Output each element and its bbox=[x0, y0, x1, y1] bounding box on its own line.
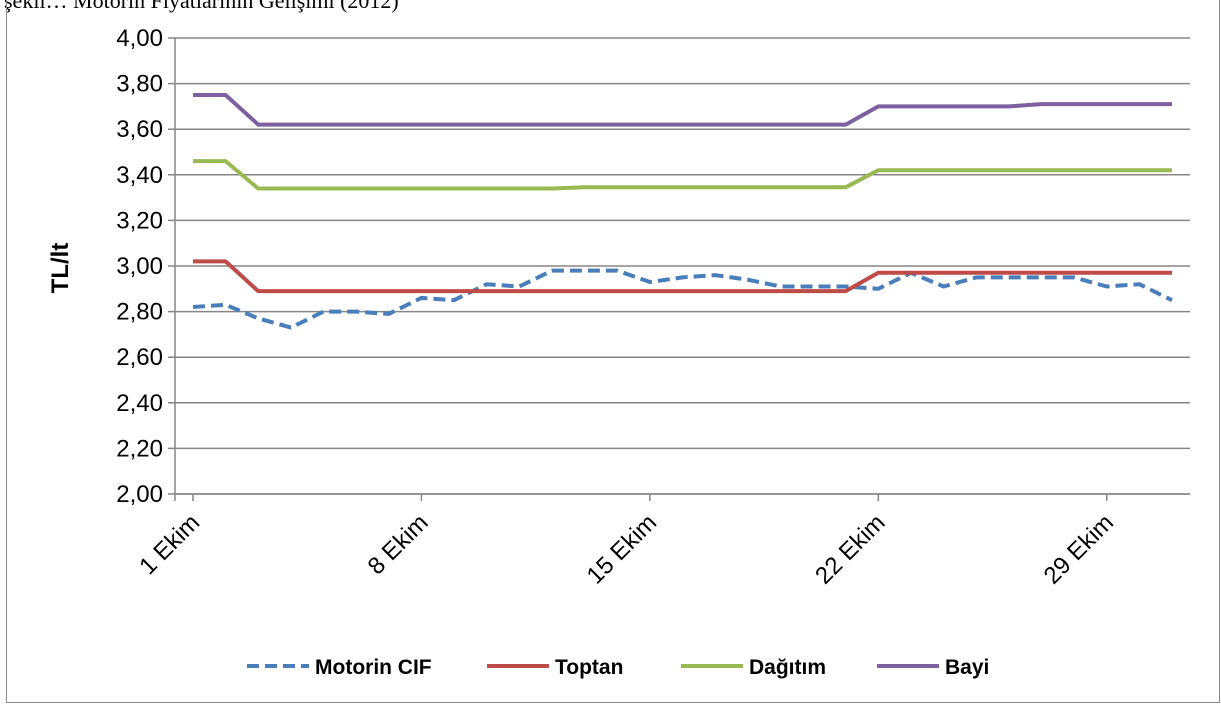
y-tick-label: 2,60 bbox=[116, 344, 163, 371]
y-tick-label: 3,60 bbox=[116, 116, 163, 143]
series-lines bbox=[192, 93, 1173, 330]
y-tick-label: 3,40 bbox=[116, 162, 163, 189]
x-tick-label: 1 Ekim bbox=[134, 509, 205, 580]
axes bbox=[174, 38, 1190, 501]
series-line-bayi bbox=[193, 93, 1172, 127]
x-tick-labels: 1 Ekim 8 Ekim 15 Ekim 22 Ekim 29 Ekim bbox=[134, 509, 1119, 589]
y-tick-label: 3,80 bbox=[116, 71, 163, 98]
x-tick-label: 22 Ekim bbox=[810, 509, 890, 589]
legend-item: Dağıtım bbox=[681, 656, 826, 679]
x-tick-label: 8 Ekim bbox=[363, 509, 434, 580]
y-tick-label: 2,00 bbox=[116, 481, 163, 508]
y-tick-label: 2,80 bbox=[116, 299, 163, 326]
series-line-motorin-cif bbox=[192, 268, 1173, 330]
legend-item: Motorin CIF bbox=[247, 656, 432, 679]
gridlines bbox=[168, 37, 1190, 495]
legend-label: Dağıtım bbox=[749, 656, 826, 679]
legend-item: Toptan bbox=[487, 656, 623, 679]
legend-label: Toptan bbox=[555, 656, 623, 679]
y-tick-label: 2,40 bbox=[116, 390, 163, 417]
x-tick-label: 29 Ekim bbox=[1039, 509, 1119, 589]
legend: Motorin CIF Toptan Dağıtım Bayi bbox=[247, 656, 989, 679]
chart-frame bbox=[6, 0, 1220, 703]
y-axis-label: TL/lt bbox=[47, 243, 74, 294]
y-tick-labels: 2,00 2,20 2,40 2,60 2,80 3,00 3,20 3,40 3,60 3,80… bbox=[116, 25, 163, 508]
legend-item: Bayi bbox=[877, 656, 989, 679]
figure-caption: şekil… Motorin Fiyatlarının Gelişimi (20… bbox=[4, 0, 399, 13]
y-tick-label: 4,00 bbox=[116, 25, 163, 52]
series-line-da-t-m bbox=[193, 159, 1172, 191]
legend-label: Bayi bbox=[945, 656, 989, 679]
legend-label: Motorin CIF bbox=[315, 656, 432, 679]
y-tick-label: 3,00 bbox=[116, 253, 163, 280]
series-line-toptan bbox=[193, 259, 1172, 294]
x-tick-label: 15 Ekim bbox=[582, 509, 662, 589]
y-tick-label: 3,20 bbox=[116, 207, 163, 234]
y-tick-label: 2,20 bbox=[116, 435, 163, 462]
